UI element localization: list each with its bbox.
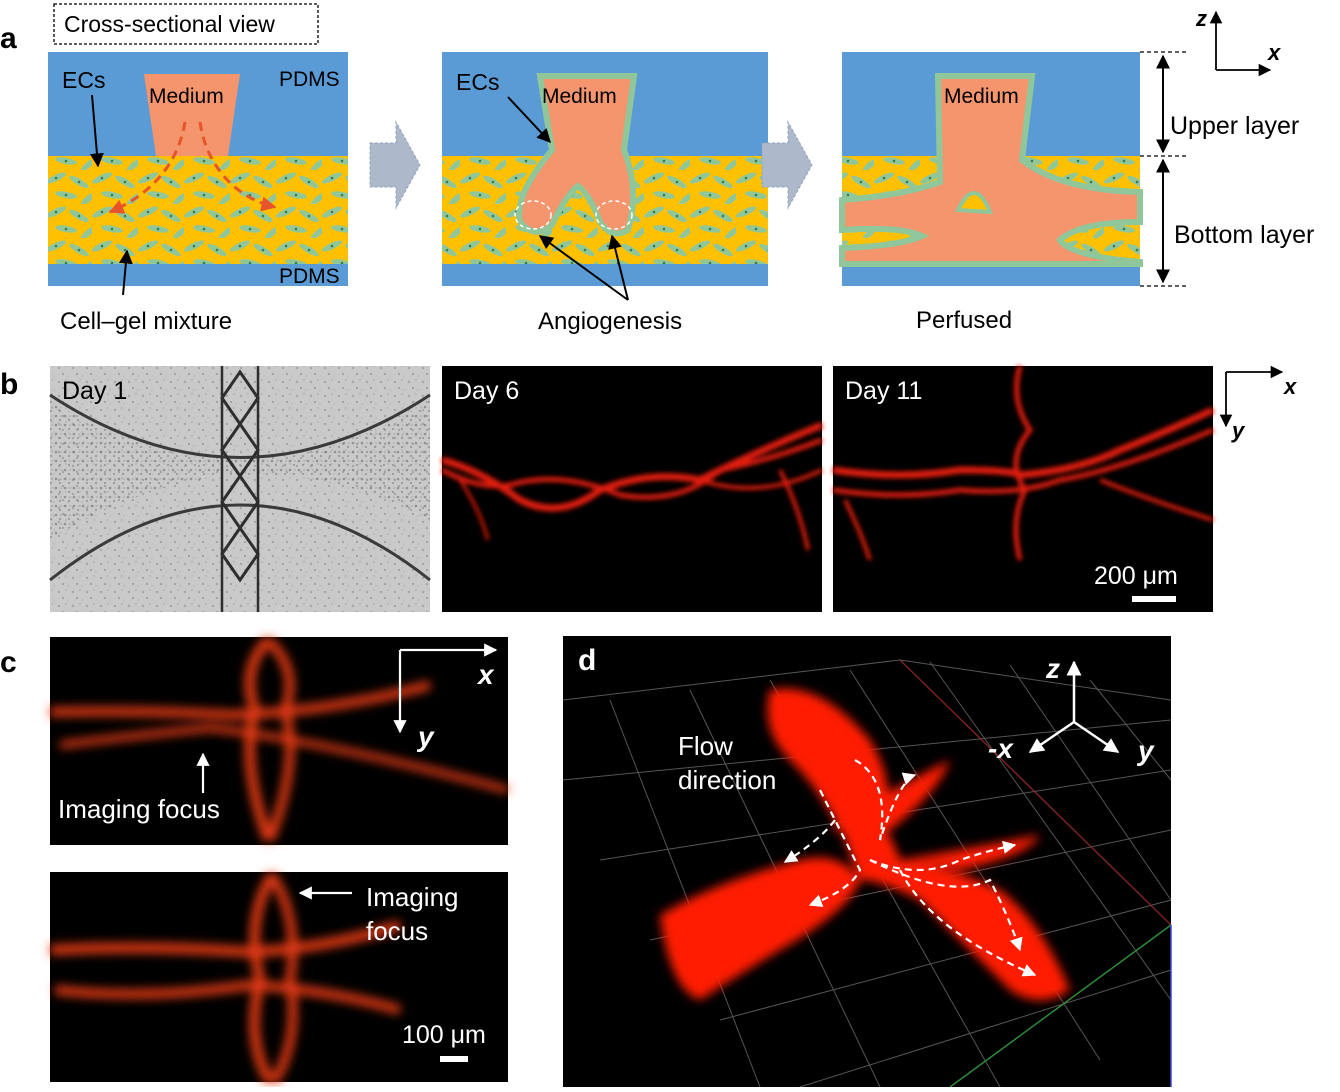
axis-x-label-b: x bbox=[1283, 374, 1297, 399]
angiogenesis-label: Angiogenesis bbox=[538, 308, 682, 335]
day1-label: Day 1 bbox=[62, 377, 127, 405]
axis-x-label-a: x bbox=[1267, 40, 1281, 65]
panel-b-letter: b bbox=[0, 368, 18, 401]
imaging-focus-label-1: Imaging focus bbox=[58, 794, 220, 824]
panel-d-letter: d bbox=[578, 644, 596, 677]
scale-label-c: 100 μm bbox=[402, 1021, 486, 1049]
axis-y-label-c: y bbox=[416, 721, 435, 752]
image-day11 bbox=[832, 365, 1215, 612]
focus-label: focus bbox=[366, 916, 428, 946]
flow-label-2: direction bbox=[678, 765, 776, 795]
axis-z-label-d: z bbox=[1045, 653, 1060, 684]
panel-a-letter: a bbox=[0, 22, 17, 55]
flow-path bbox=[783, 759, 1037, 977]
step-arrow-1 bbox=[369, 120, 421, 210]
upper-layer-label: Upper layer bbox=[1170, 112, 1299, 140]
panel-b: b Day 1 Day 6 bbox=[0, 365, 1297, 612]
axis-y-label-b: y bbox=[1231, 418, 1246, 443]
ecs-label-1: ECs bbox=[62, 67, 105, 93]
cell-gel-label: Cell–gel mixture bbox=[60, 308, 232, 335]
flow-label-1: Flow bbox=[678, 731, 733, 761]
pdms-label-top: PDMS bbox=[279, 68, 340, 91]
axis-y-label-d: y bbox=[1136, 735, 1155, 766]
axis-y-arrow-d bbox=[1073, 720, 1120, 754]
ecs-label-2: ECs bbox=[456, 69, 499, 95]
panel-c: c Imaging focus x y Ima bbox=[0, 636, 509, 1085]
panel-d: d Flow direction z -x y bbox=[562, 636, 1172, 1088]
day6-label: Day 6 bbox=[454, 377, 519, 405]
schematic-perfused bbox=[839, 52, 1143, 286]
medium-channel bbox=[144, 74, 240, 156]
axis-x-arrow-d bbox=[1028, 720, 1075, 754]
axis-x-label-c: x bbox=[476, 659, 495, 690]
image-day6 bbox=[440, 366, 824, 612]
imaging-label: Imaging bbox=[366, 882, 459, 912]
schematic-angiogenesis bbox=[442, 52, 768, 301]
image-day1 bbox=[49, 366, 431, 612]
scale-bar-b bbox=[1132, 596, 1176, 602]
medium-label-2: Medium bbox=[542, 85, 617, 108]
view-label: Cross-sectional view bbox=[64, 11, 275, 37]
schematic-initial bbox=[48, 52, 348, 296]
medium-label-3: Medium bbox=[944, 85, 1019, 108]
pdms-label-bottom: PDMS bbox=[279, 265, 340, 288]
image-c-bottom bbox=[49, 872, 508, 1085]
scale-bar-c bbox=[440, 1056, 468, 1062]
medium-label-1: Medium bbox=[149, 85, 224, 108]
axis-x-label-d: -x bbox=[988, 733, 1014, 764]
step-arrow-2 bbox=[761, 120, 813, 210]
perfused-label: Perfused bbox=[916, 307, 1012, 334]
day11-label: Day 11 bbox=[845, 377, 922, 405]
panel-a: a Cross-sectional view ECs Medium PDMS P… bbox=[0, 3, 1314, 335]
axis-z-label-a: z bbox=[1195, 6, 1207, 31]
view-label-box bbox=[53, 3, 319, 45]
panel-c-letter: c bbox=[0, 646, 17, 679]
image-c-top bbox=[49, 636, 509, 845]
bottom-layer-label: Bottom layer bbox=[1174, 221, 1314, 249]
perfused-network bbox=[839, 73, 1143, 267]
scale-label-b: 200 μm bbox=[1094, 562, 1178, 590]
